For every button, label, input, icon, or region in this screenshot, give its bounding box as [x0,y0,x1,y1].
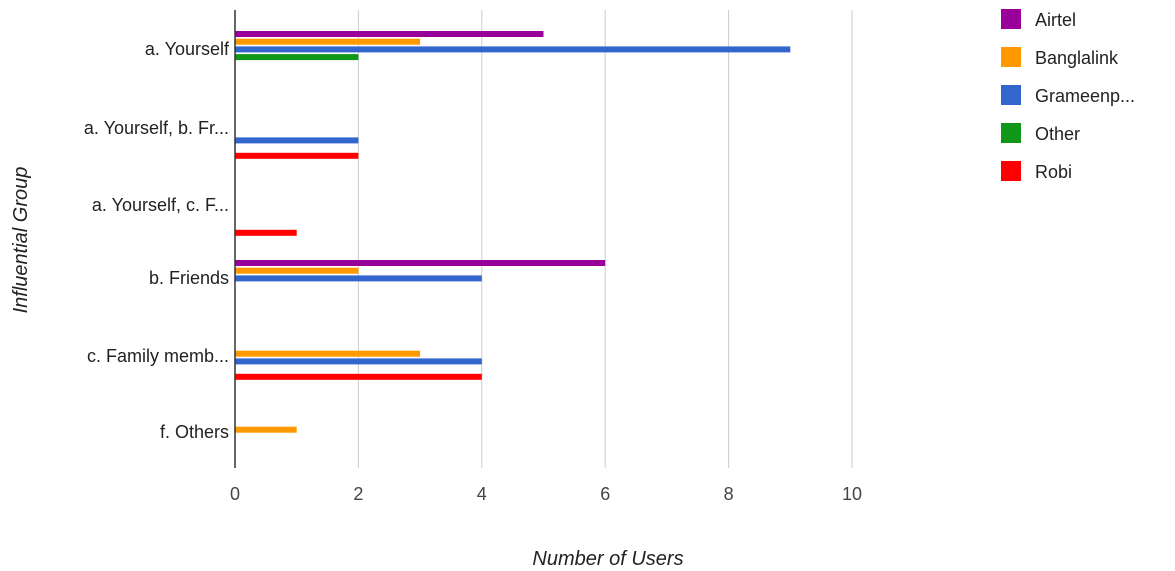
bar-grameenp [235,275,482,282]
bar-other [235,54,359,61]
bar-robi [235,229,297,236]
category-labels: a. Yourself a. Yourself, b. Fr... a. Yours… [84,39,230,442]
legend-swatch [1001,85,1021,105]
bar-airtel [235,31,544,37]
bar-grameenp [235,358,482,365]
legend-label: Grameenp... [1035,86,1135,106]
x-tick-label: 10 [842,484,862,504]
x-tick-labels: 0 2 4 6 8 10 [230,484,862,504]
bar-banglalink [235,38,421,45]
x-axis-title: Number of Users [532,548,683,570]
bar-airtel [235,260,606,266]
legend-swatch [1001,9,1021,29]
category-label: a. Yourself [145,39,230,59]
legend: Airtel Banglalink Grameenp... Other Robi [1001,9,1135,182]
legend-swatch [1001,123,1021,143]
category-label: b. Friends [149,268,229,288]
bars [235,31,791,433]
legend-swatch [1001,47,1021,67]
x-tick-label: 0 [230,484,240,504]
y-axis-title: Influential Group [10,167,32,314]
bar-robi [235,152,359,159]
bar-banglalink [235,426,297,433]
category-label: f. Others [160,422,229,442]
bar-grameenp [235,46,791,53]
category-label: c. Family memb... [87,346,229,366]
gridlines [357,10,853,468]
x-tick-label: 8 [724,484,734,504]
x-tick-label: 6 [600,484,610,504]
category-label: a. Yourself, c. F... [92,195,229,215]
bar-banglalink [235,350,421,357]
x-tick-label: 2 [353,484,363,504]
legend-label: Airtel [1035,10,1076,30]
category-label: a. Yourself, b. Fr... [84,118,229,138]
x-tick-label: 4 [477,484,487,504]
legend-swatch [1001,161,1021,181]
bar-robi [235,373,482,380]
bar-grameenp [235,137,359,144]
legend-label: Banglalink [1035,48,1119,68]
legend-label: Other [1035,124,1080,144]
legend-label: Robi [1035,162,1072,182]
bar-banglalink [235,267,359,274]
